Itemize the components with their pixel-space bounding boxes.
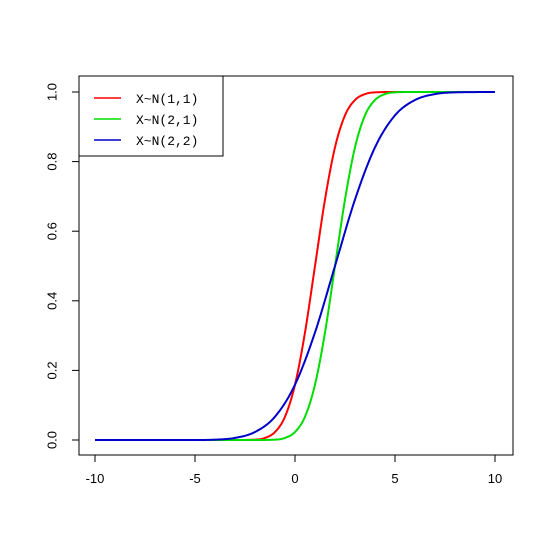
legend-label: X~N(2,1) bbox=[136, 113, 198, 128]
y-tick-label: 0.4 bbox=[44, 292, 59, 310]
x-tick-label: -10 bbox=[86, 471, 105, 486]
legend-label: X~N(2,2) bbox=[136, 134, 198, 149]
y-tick-label: 0.2 bbox=[44, 361, 59, 379]
y-tick-label: 1.0 bbox=[44, 83, 59, 101]
legend-box bbox=[78, 75, 224, 157]
legend-label: X~N(1,1) bbox=[136, 92, 198, 107]
series-line-3 bbox=[95, 91, 496, 441]
y-tick-label: 0.8 bbox=[44, 153, 59, 171]
x-tick-label: 10 bbox=[488, 471, 502, 486]
x-tick-label: -5 bbox=[189, 471, 201, 486]
x-tick-label: 5 bbox=[391, 471, 398, 486]
y-tick-label: 0.6 bbox=[44, 222, 59, 240]
series-layer bbox=[95, 91, 496, 441]
legend: X~N(1,1) X~N(2,1) X~N(2,2) bbox=[78, 75, 224, 157]
x-tick-label: 0 bbox=[291, 471, 298, 486]
y-tick-label: 0.0 bbox=[44, 431, 59, 449]
